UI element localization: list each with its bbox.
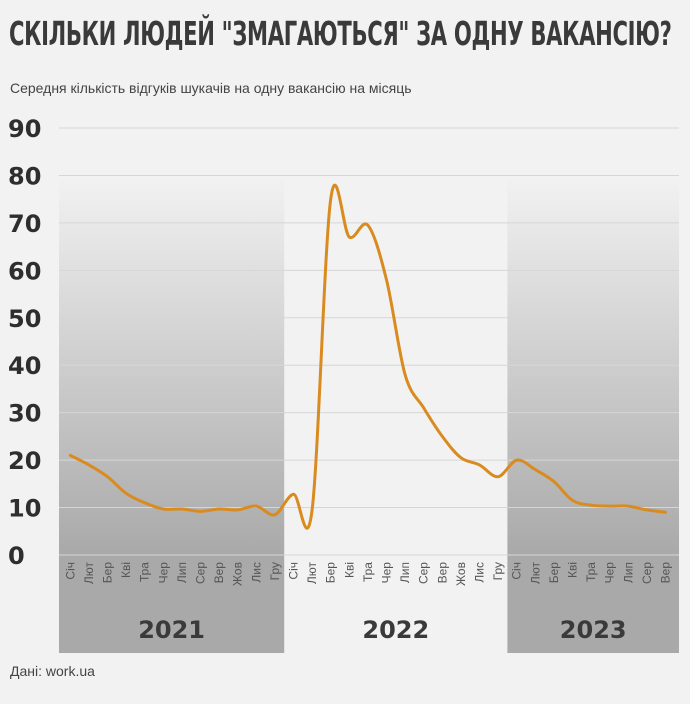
x-tick-label: Бер <box>547 562 561 584</box>
chart-subtitle: Середня кількість відгуків шукачів на од… <box>10 80 412 96</box>
x-axis-ticks: Січ Лют Бер Кві Тра Чер Лип Сер Вер Жов Лис Гру Січ Л… <box>63 561 672 586</box>
y-tick-label: 50 <box>8 305 41 333</box>
x-tick-label: Бер <box>101 562 115 584</box>
x-tick-label: Жов <box>454 562 468 586</box>
gridlines <box>59 127 679 556</box>
x-tick-label: Лип <box>621 562 635 583</box>
y-tick-label: 0 <box>8 542 25 570</box>
year-label: 2021 <box>138 616 205 644</box>
year-label-band-2021 <box>59 555 285 653</box>
y-tick-label: 20 <box>8 447 41 475</box>
x-tick-label: Чер <box>603 562 617 584</box>
year-label-band-2023 <box>507 555 679 653</box>
x-tick-label: Вер <box>435 562 449 584</box>
x-tick-label: Сер <box>417 562 431 584</box>
y-tick-label: 30 <box>8 400 41 428</box>
x-tick-label: Сер <box>640 562 654 584</box>
y-tick-label: 80 <box>8 162 41 190</box>
y-tick-label: 40 <box>8 352 41 380</box>
x-tick-label: Гру <box>491 562 505 580</box>
y-tick-label: 10 <box>8 495 41 523</box>
data-source: Дані: work.ua <box>10 663 95 679</box>
x-tick-label: Сер <box>194 562 208 584</box>
x-tick-label: Чер <box>156 562 170 584</box>
x-tick-label: Лют <box>528 561 542 584</box>
y-tick-label: 60 <box>8 257 41 285</box>
x-tick-label: Бер <box>324 562 338 584</box>
x-tick-label: Тра <box>584 562 598 582</box>
x-tick-label: Тра <box>361 562 375 582</box>
year-label: 2023 <box>560 616 627 644</box>
x-tick-label: Кві <box>342 562 356 578</box>
x-tick-label: Вер <box>212 562 226 584</box>
x-tick-label: Гру <box>268 562 282 580</box>
series-line <box>68 183 667 530</box>
x-tick-label: Лип <box>398 562 412 583</box>
y-tick-label: 90 <box>8 115 41 143</box>
x-tick-label: Лип <box>175 562 189 583</box>
x-tick-label: Вер <box>659 562 673 584</box>
x-tick-label: Кві <box>566 562 580 578</box>
year-labels: 2021 2022 2023 <box>138 616 626 644</box>
year-label: 2022 <box>362 616 429 644</box>
x-tick-label: Тра <box>138 562 152 582</box>
x-tick-label: Лют <box>82 561 96 584</box>
x-tick-label: Жов <box>231 562 245 586</box>
x-tick-label: Лис <box>473 562 487 583</box>
x-tick-label: Лют <box>305 561 319 584</box>
x-tick-label: Кві <box>119 562 133 578</box>
x-tick-label: Січ <box>63 562 77 580</box>
y-tick-label: 70 <box>8 210 41 238</box>
x-tick-label: Січ <box>510 562 524 580</box>
x-tick-label: Лис <box>249 562 263 583</box>
y-axis-ticks: 0 10 20 30 40 50 60 70 80 90 <box>8 115 41 570</box>
x-tick-label: Чер <box>380 562 394 584</box>
x-tick-label: Січ <box>287 562 301 580</box>
series-lines <box>68 183 667 530</box>
